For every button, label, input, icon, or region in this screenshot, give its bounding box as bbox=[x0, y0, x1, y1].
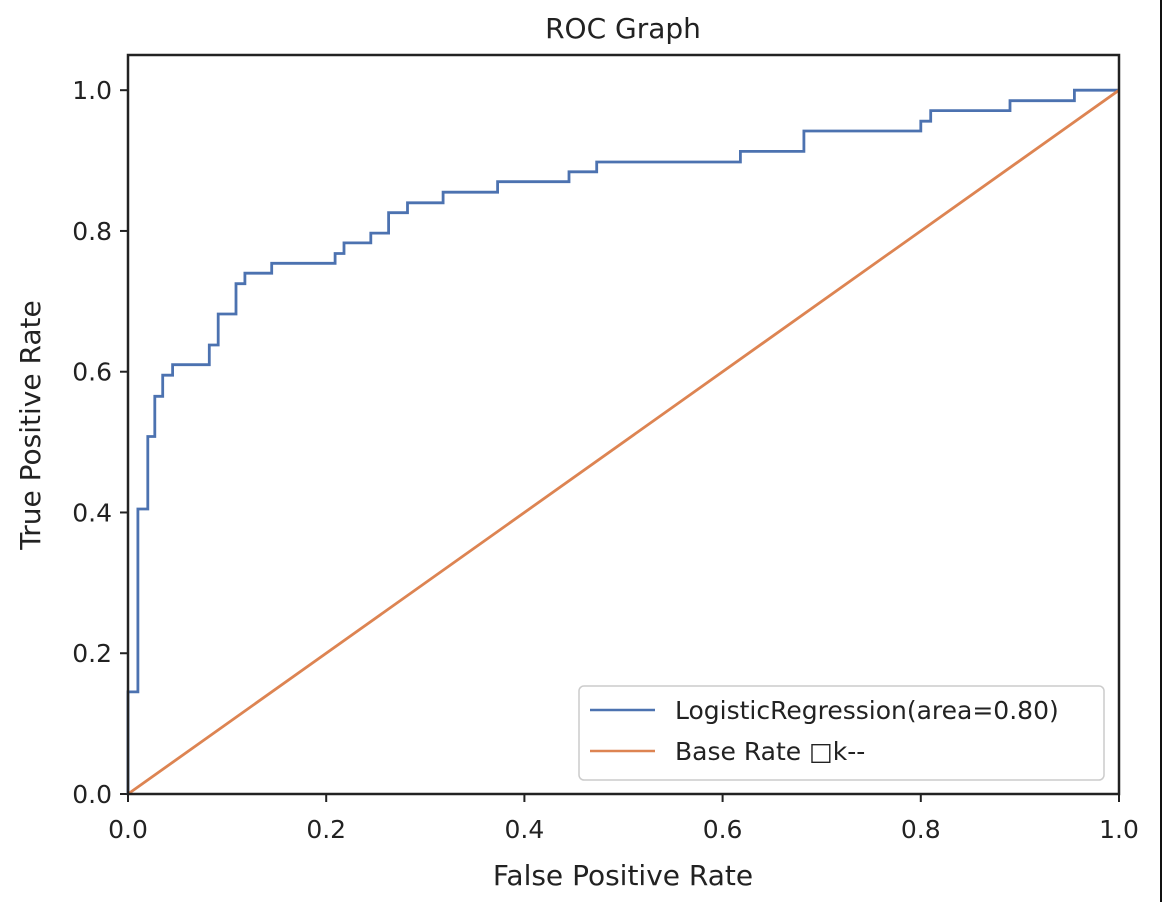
x-tick-label: 0.0 bbox=[108, 815, 148, 844]
legend-label-base-rate: Base Rate □k-- bbox=[675, 737, 865, 766]
chart-title: ROC Graph bbox=[545, 12, 701, 45]
plot-area-border bbox=[126, 53, 1121, 796]
y-tick-label: 0.4 bbox=[72, 498, 112, 527]
x-tick-label: 1.0 bbox=[1099, 815, 1139, 844]
y-tick-label: 0.6 bbox=[72, 358, 112, 387]
x-axis-label: False Positive Rate bbox=[493, 859, 753, 892]
x-tick-label: 0.2 bbox=[306, 815, 346, 844]
legend-box bbox=[578, 685, 1105, 781]
x-tick-label: 0.8 bbox=[901, 815, 941, 844]
y-tick-label: 0.0 bbox=[72, 780, 112, 809]
series-line-logistic-regression bbox=[126, 88, 1119, 794]
y-tick-label: 0.2 bbox=[72, 639, 112, 668]
y-tick-label: 0.8 bbox=[72, 217, 112, 246]
y-axis-label: True Positive Rate bbox=[14, 300, 47, 550]
y-tick-label: 1.0 bbox=[72, 76, 112, 105]
legend: LogisticRegression(area=0.80) Base Rate … bbox=[578, 685, 1105, 781]
x-tick-label: 0.6 bbox=[703, 815, 743, 844]
x-tick-label: 0.4 bbox=[505, 815, 545, 844]
legend-label-logistic-regression: LogisticRegression(area=0.80) bbox=[675, 696, 1059, 725]
series-line-base-rate bbox=[127, 89, 1120, 796]
